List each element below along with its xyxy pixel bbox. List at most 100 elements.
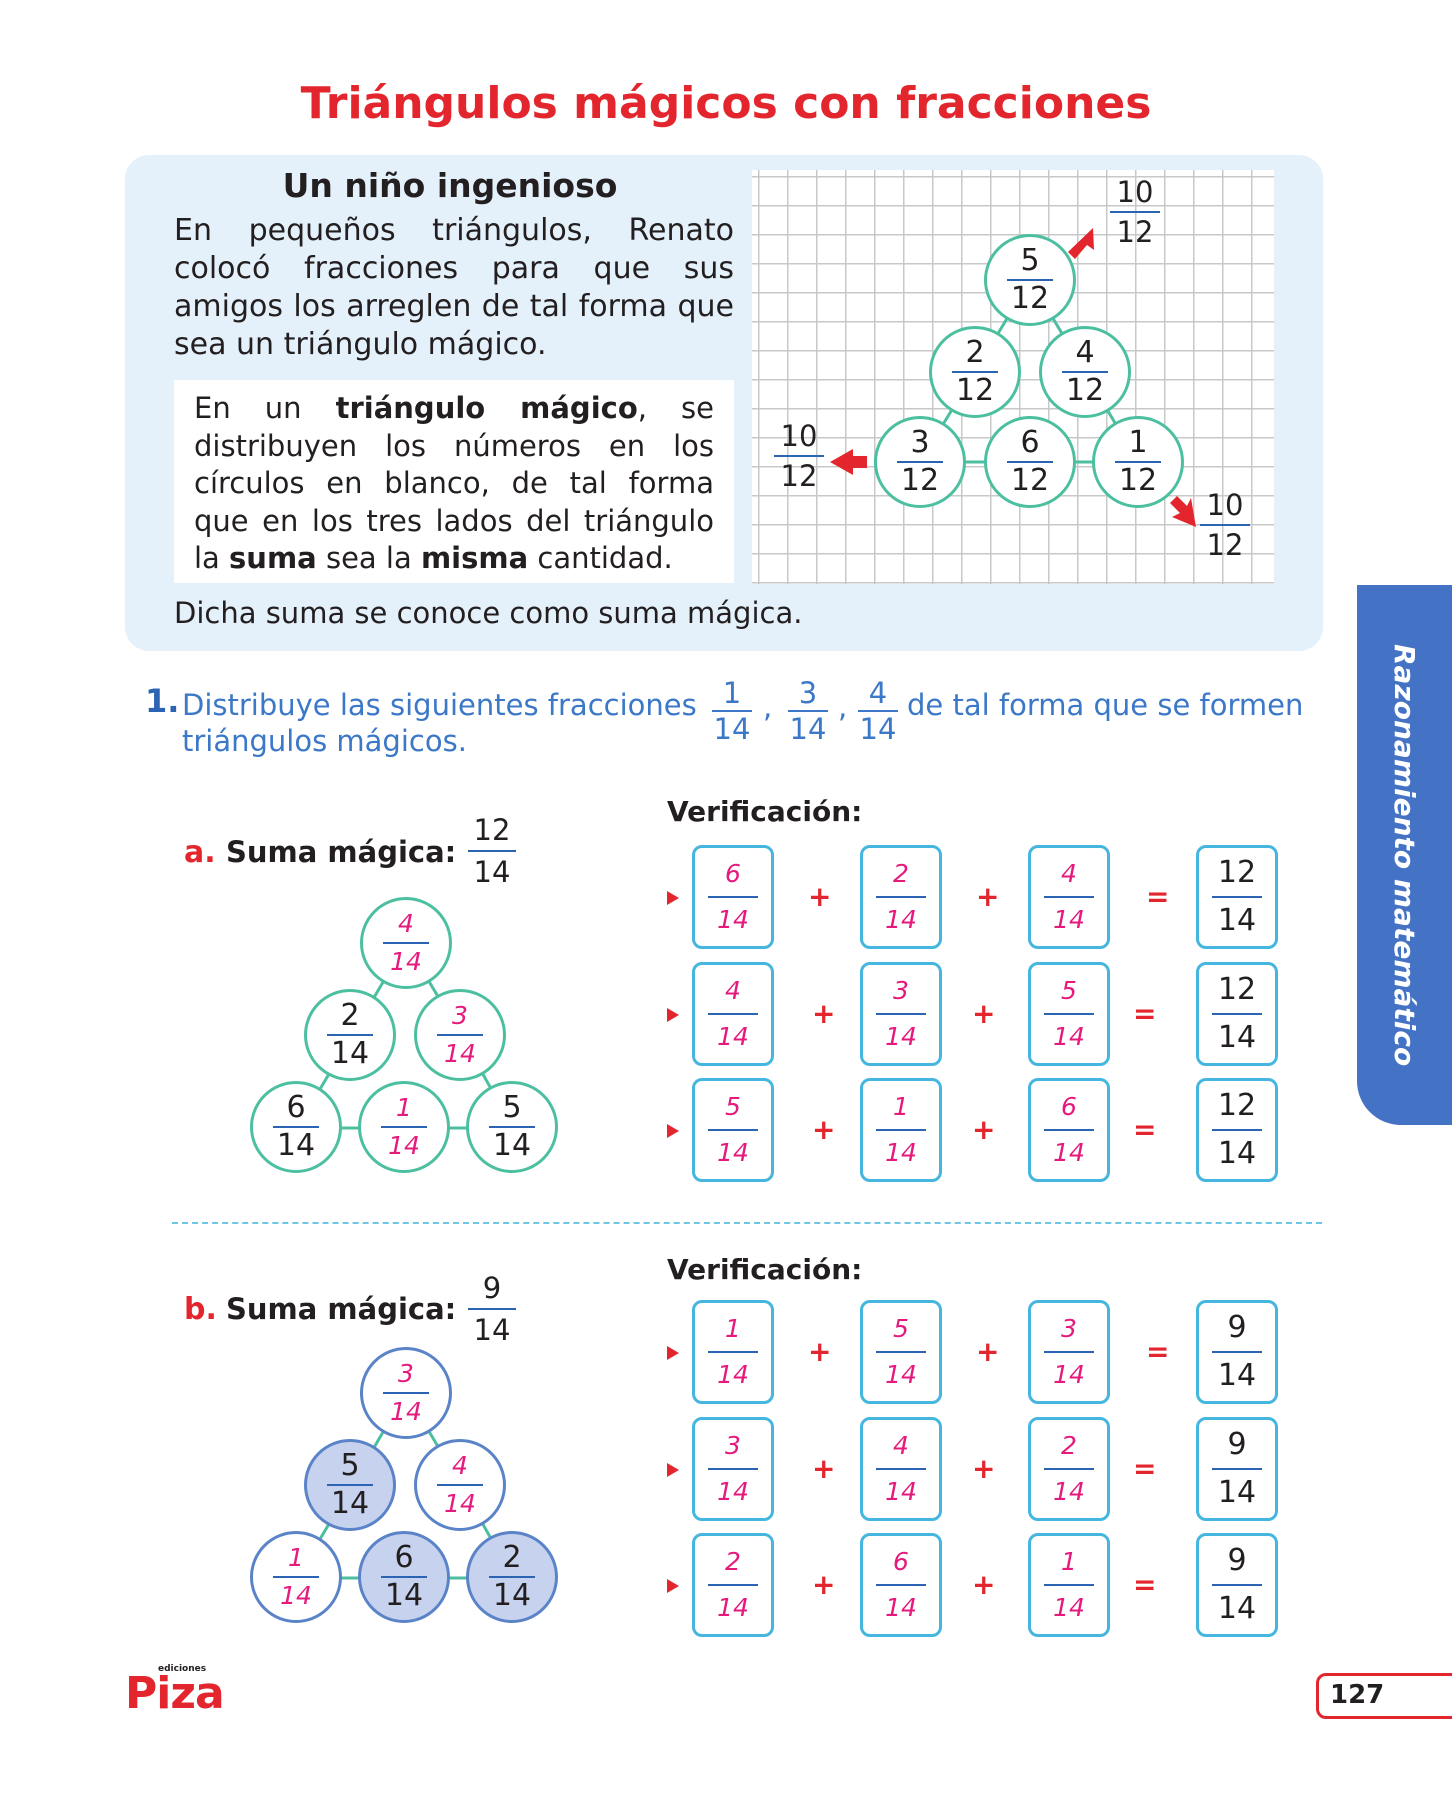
- numerator: 2: [893, 859, 909, 888]
- verif-box: 2 14: [1028, 1417, 1110, 1521]
- plus-sign: +: [812, 1113, 836, 1146]
- denominator: 14: [1053, 1022, 1085, 1051]
- fraction-bar: [273, 1126, 319, 1128]
- bullet-arrow-icon: [667, 1124, 679, 1138]
- a-circle-top: 4 14: [360, 897, 452, 989]
- red-arrows: [830, 228, 1196, 527]
- verif-box: 1 14: [692, 1300, 774, 1404]
- side-sum-left: 10 12: [774, 420, 824, 492]
- denominator: 14: [1053, 1138, 1085, 1167]
- numerator: 6: [893, 1547, 909, 1576]
- numerator: 1: [288, 1543, 304, 1572]
- verif-box: 3 14: [1028, 1300, 1110, 1404]
- denominator: 14: [1053, 1593, 1085, 1622]
- fraction-bar: [952, 371, 998, 373]
- denominator: 14: [885, 1477, 917, 1506]
- intro-circle-bot-right: 1 12: [1092, 416, 1184, 508]
- def-bold-term: misma: [420, 541, 529, 575]
- def-bold-term: suma: [229, 541, 317, 575]
- denominator: 14: [473, 1313, 511, 1347]
- numerator: 4: [452, 1451, 468, 1480]
- page-number: 127: [1330, 1680, 1385, 1710]
- intro-circle-bot-left: 3 12: [874, 416, 966, 508]
- fraction-bar: [712, 710, 752, 712]
- denominator: 14: [276, 1128, 316, 1163]
- fraction-bar: [708, 896, 758, 898]
- numerator: 4: [1075, 335, 1095, 370]
- fraction-bar: [1044, 1468, 1094, 1470]
- arrow-down-right-icon: [1170, 496, 1196, 527]
- denominator: 14: [384, 1578, 424, 1613]
- question-text: Distribuye las siguientes fracciones: [182, 688, 697, 722]
- intro-line: En pequeños triángulos, Renato: [174, 213, 734, 248]
- intro-line: amigos los arreglen de tal forma que: [174, 289, 734, 324]
- b-circle-bot-right: 2 14: [466, 1531, 558, 1623]
- denominator: 12: [1010, 281, 1050, 316]
- numerator: 2: [725, 1547, 741, 1576]
- verif-box: 4 14: [692, 962, 774, 1066]
- bullet-arrow-icon: [667, 891, 679, 905]
- fraction-bar: [383, 942, 429, 944]
- verif-box: 1 14: [1028, 1533, 1110, 1637]
- numerator: 9: [1227, 1310, 1247, 1345]
- bullet-arrow-icon: [667, 1463, 679, 1477]
- b-circle-bot-mid: 6 14: [358, 1531, 450, 1623]
- verif-box: 6 14: [860, 1533, 942, 1637]
- question-number: 1.: [145, 682, 180, 720]
- fraction-bar: [273, 1576, 319, 1578]
- bullet-arrow-icon: [667, 1346, 679, 1360]
- fraction-bar: [383, 1392, 429, 1394]
- verif-box: 6 14: [1028, 1078, 1110, 1182]
- denominator: 14: [1217, 1020, 1257, 1055]
- plus-sign: +: [976, 1335, 1000, 1368]
- part-a-letter: a.: [184, 835, 216, 870]
- fraction-bar: [327, 1034, 373, 1036]
- intro-heading: Un niño ingenioso: [282, 166, 618, 205]
- plus-sign: +: [808, 880, 832, 913]
- part-b-label: Suma mágica:: [226, 1292, 457, 1326]
- definition-text: En un triángulo mágico, se distribuyen l…: [194, 390, 714, 578]
- fraction-bar: [876, 1013, 926, 1015]
- page-number-box: [1316, 1673, 1452, 1719]
- equals-sign: =: [1146, 1335, 1170, 1368]
- numerator: 6: [286, 1090, 306, 1125]
- fraction-bar: [381, 1126, 427, 1128]
- denominator: 14: [390, 1397, 422, 1426]
- fraction-bar: [1212, 1129, 1262, 1131]
- given-fraction: 3 14: [788, 678, 828, 744]
- a-circle-bot-right: 5 14: [466, 1081, 558, 1173]
- fraction-bar: [1212, 896, 1262, 898]
- equals-sign: =: [1133, 1452, 1157, 1485]
- verif-result-box: 12 14: [1196, 845, 1278, 949]
- intro-line: sea un triángulo mágico.: [174, 327, 547, 362]
- fraction-bar: [1115, 461, 1161, 463]
- numerator: 4: [893, 1431, 909, 1460]
- fraction-bar: [876, 1468, 926, 1470]
- verif-result-box: 9 14: [1196, 1300, 1278, 1404]
- verif-box: 2 14: [860, 845, 942, 949]
- b-circle-top: 3 14: [360, 1347, 452, 1439]
- fraction-bar: [1007, 279, 1053, 281]
- numerator: 12: [473, 813, 511, 847]
- question-text: triángulos mágicos.: [182, 724, 467, 758]
- plus-sign: +: [972, 1568, 996, 1601]
- intro-circle-bot-mid: 6 12: [984, 416, 1076, 508]
- denominator: 12: [1065, 373, 1105, 408]
- intro-paragraph: En pequeños triángulos, Renato colocó fr…: [174, 212, 734, 364]
- intro-circle-top: 5 12: [984, 234, 1076, 326]
- numerator: 6: [725, 859, 741, 888]
- fraction-bar: [1212, 1468, 1262, 1470]
- numerator: 9: [1227, 1427, 1247, 1462]
- numerator: 3: [893, 976, 909, 1005]
- numerator: 4: [1061, 859, 1077, 888]
- def-text-part: cantidad.: [528, 541, 673, 575]
- def-text-part: , se distribuyen los números en los círc…: [194, 391, 714, 575]
- verif-result-box: 9 14: [1196, 1417, 1278, 1521]
- plus-sign: +: [972, 1452, 996, 1485]
- def-text-part: En un: [194, 391, 336, 425]
- numerator: 4: [725, 976, 741, 1005]
- fraction-bar: [876, 896, 926, 898]
- numerator: 3: [798, 676, 818, 710]
- side-sum-right: 10 12: [1200, 489, 1250, 561]
- numerator: 1: [722, 676, 742, 710]
